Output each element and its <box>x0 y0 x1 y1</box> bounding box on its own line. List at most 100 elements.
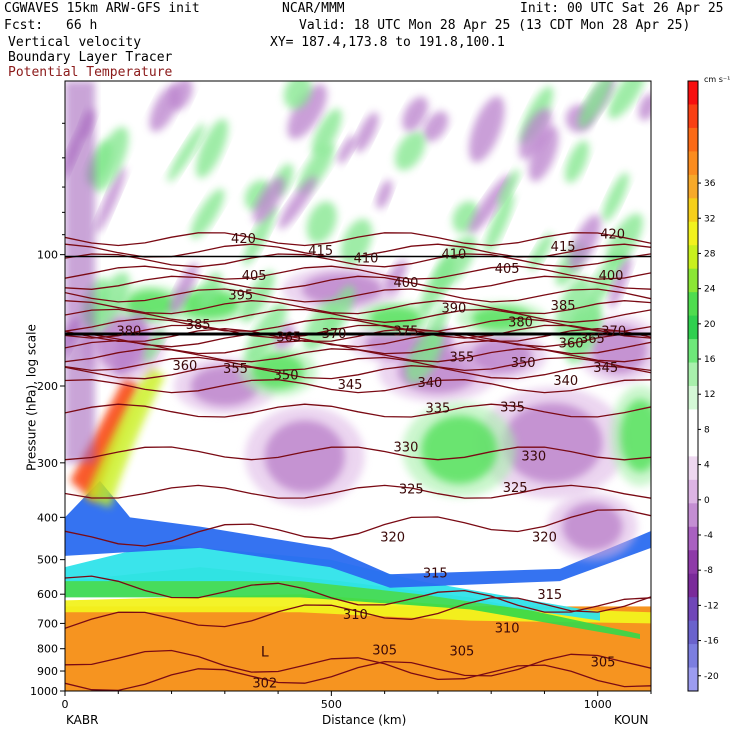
upper-wave-updraft <box>340 218 373 266</box>
x-tick-label: 0 <box>62 698 69 711</box>
colorbar-swatch <box>688 573 698 598</box>
colorbar-swatch <box>688 315 698 340</box>
theta-contour-line <box>65 446 651 461</box>
colorbar-swatch <box>688 127 698 152</box>
contour-label: 310 <box>343 608 368 623</box>
colorbar-tick-label: -4 <box>704 531 713 541</box>
header-fcst-label: Fcst: <box>4 18 44 33</box>
upper-wave-downdraft <box>402 96 429 132</box>
theta-contour-line <box>65 265 651 280</box>
upper-wave-updraft <box>91 126 129 192</box>
theta-contour-line <box>65 484 651 499</box>
contour-label: 320 <box>532 531 557 546</box>
upper-wave-downdraft <box>169 81 193 111</box>
upper-wave-downdraft <box>422 111 449 142</box>
upper-wave-downdraft <box>169 262 199 315</box>
upper-wave-downdraft <box>95 166 126 233</box>
upper-wave-updraft <box>497 169 520 206</box>
theta-contour-line <box>65 379 651 394</box>
upper-wave-updraft <box>608 81 646 119</box>
updraft-cell <box>369 306 422 331</box>
contour-label: 365 <box>276 331 301 346</box>
colorbar-tick-label: 20 <box>704 320 716 330</box>
colorbar-tick-label: 36 <box>704 179 716 189</box>
y-tick-label: 800 <box>37 643 58 656</box>
colorbar-swatch <box>688 597 698 622</box>
colorbar-tick-label: -12 <box>704 601 719 611</box>
downdraft-halo <box>456 330 547 381</box>
colorbar-frame <box>687 80 699 692</box>
contour-label: 335 <box>425 401 450 416</box>
upper-wave-downdraft <box>468 96 505 163</box>
contour-label: 385 <box>551 299 576 314</box>
upper-wave-updraft <box>190 188 225 239</box>
theta-contour-line <box>65 324 651 339</box>
contour-label: 400 <box>599 269 624 284</box>
contour-label: 380 <box>117 324 142 339</box>
theta-contour-line <box>65 339 651 355</box>
contour-label: 355 <box>223 362 248 377</box>
upper-wave-updraft <box>564 140 590 183</box>
colorbar-swatch <box>688 386 698 410</box>
colorbar-swatch <box>688 667 698 692</box>
contour-label: 340 <box>553 374 578 389</box>
contour-label: 310 <box>495 622 520 637</box>
header-valid: Valid: 18 UTC Mon 28 Apr 25 (13 CDT Mon … <box>299 18 691 33</box>
y-tick-label: 300 <box>37 457 58 470</box>
theta-contour-line <box>65 356 651 372</box>
tracer-green-band <box>65 567 640 639</box>
upper-wave-downdraft <box>113 311 146 376</box>
header-center: NCAR/MMM <box>282 1 345 16</box>
theta-contour-line <box>65 575 651 613</box>
x-axis-title: Distance (km) <box>322 713 407 727</box>
colorbar-swatch <box>688 292 698 317</box>
contour-label: 415 <box>551 240 576 255</box>
tracer-blue-band <box>65 480 651 588</box>
theta-contour-line <box>65 653 651 691</box>
y-axis-title: Pressure (hPa), log scale <box>24 324 39 471</box>
upper-wave-updraft <box>88 272 130 333</box>
contour-label: 365 <box>580 332 605 347</box>
colorbar-swatch <box>688 409 698 434</box>
header-model: CGWAVES 15km ARW-GFS init <box>4 1 200 16</box>
contour-label: 395 <box>228 288 253 303</box>
contour-label: 345 <box>338 378 363 393</box>
upper-wave-updraft <box>323 285 355 340</box>
colorbar-tick-label: 32 <box>704 214 715 224</box>
theta-contour-line <box>65 232 651 247</box>
colorbar-swatch <box>688 432 698 457</box>
upper-wave-downdraft <box>278 176 317 230</box>
low-center-label: L <box>261 645 269 661</box>
colorbar-tick-label: -20 <box>704 672 719 682</box>
updraft-cell <box>421 415 498 484</box>
contour-label: 390 <box>441 302 466 317</box>
colorbar-tick-label: 12 <box>704 390 715 400</box>
contour-label: 305 <box>449 645 474 660</box>
colorbar-tick-label: 24 <box>704 285 716 295</box>
header-fcst-value: 66 h <box>66 18 98 33</box>
y-tick-label: 1000 <box>30 685 58 698</box>
contour-label: 405 <box>242 269 267 284</box>
contour-label: 330 <box>521 449 546 464</box>
contour-label: 305 <box>372 644 397 659</box>
colorbar-tick-label: -16 <box>704 637 719 647</box>
y-tick-label: 900 <box>37 665 58 678</box>
colorbar-swatch <box>688 339 698 364</box>
header-field-theta: Potential Temperature <box>8 65 173 80</box>
colorbar-swatch <box>688 151 698 176</box>
x-tick-label: 1000 <box>584 698 612 711</box>
colorbar-swatch <box>688 198 698 223</box>
right-station-label: KOUN <box>614 713 649 727</box>
contour-label: 420 <box>231 232 256 247</box>
contour-label: 385 <box>186 318 211 333</box>
contour-label: 305 <box>591 655 616 670</box>
colorbar-tick-label: 8 <box>704 425 710 435</box>
colorbar-swatch <box>688 526 698 551</box>
upper-wave-downdraft <box>354 112 379 153</box>
contour-label: 302 <box>252 676 277 691</box>
contour-label: 380 <box>508 315 533 330</box>
theta-contour-line <box>65 288 651 303</box>
colorbar-tick-label: 0 <box>704 496 710 506</box>
